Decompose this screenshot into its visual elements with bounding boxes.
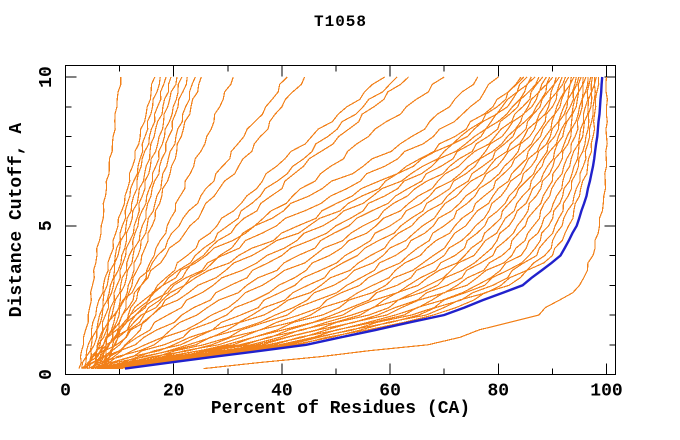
model-curve-orange xyxy=(88,76,172,369)
model-curve-orange xyxy=(118,76,597,370)
x-tick-label: 20 xyxy=(163,382,185,402)
model-curve-orange xyxy=(83,76,499,369)
model-curve-orange xyxy=(86,76,532,370)
model-curve-orange xyxy=(108,76,577,370)
model-curve-orange xyxy=(203,76,609,370)
model-curve-orange xyxy=(103,76,566,370)
model-curve-orange xyxy=(94,76,547,370)
model-curve-orange xyxy=(113,76,587,370)
model-curve-orange xyxy=(111,76,582,370)
x-tick-label: 40 xyxy=(271,382,293,402)
model-curve-orange xyxy=(106,76,572,370)
model-curve-orange xyxy=(83,76,525,370)
x-tick-label: 0 xyxy=(60,382,71,402)
chart-title: T1058 xyxy=(313,13,367,31)
model-curve-blue xyxy=(124,76,604,370)
y-tick-label: 5 xyxy=(37,220,57,231)
model-curve-orange xyxy=(96,76,188,369)
model-curve-orange xyxy=(86,76,167,369)
model-curve-orange xyxy=(90,76,540,370)
model-curve-orange xyxy=(110,76,580,370)
model-curve-orange xyxy=(96,76,398,369)
model-curve-orange xyxy=(81,76,156,369)
model-curve-orange xyxy=(81,76,522,370)
model-curve-orange xyxy=(119,76,600,370)
model-curve-orange xyxy=(93,76,386,369)
model-curve-orange xyxy=(81,76,479,370)
model-curve-orange xyxy=(98,76,557,370)
model-curve-orange xyxy=(96,76,551,370)
model-curve-orange xyxy=(78,76,122,369)
model-curve-orange xyxy=(98,76,409,370)
plot-frame xyxy=(65,65,616,375)
model-curve-orange xyxy=(84,76,528,370)
model-curve-orange xyxy=(92,76,306,369)
model-curve-orange xyxy=(92,76,544,370)
model-curves xyxy=(78,76,609,370)
model-curve-orange xyxy=(86,76,288,369)
x-axis-label: Percent of Residues (CA) xyxy=(210,399,471,419)
y-tick-label: 0 xyxy=(37,369,57,380)
model-curve-orange xyxy=(107,76,575,370)
model-curve-orange xyxy=(97,76,554,370)
model-curve-orange xyxy=(104,76,570,370)
x-tick-label: 100 xyxy=(590,382,622,402)
y-tick-label: 10 xyxy=(37,66,57,88)
x-tick-label: 80 xyxy=(487,382,509,402)
model-curve-orange xyxy=(116,76,593,370)
model-curve-orange xyxy=(83,76,161,369)
model-curve-orange xyxy=(115,76,592,370)
model-curve-orange xyxy=(100,76,560,370)
axis-ticks xyxy=(65,65,616,375)
model-curve-orange xyxy=(102,76,202,369)
model-curve-orange xyxy=(114,76,589,370)
model-curve-orange xyxy=(99,76,196,369)
x-tick-label: 60 xyxy=(379,382,401,402)
model-curve-orange xyxy=(88,76,536,370)
model-curve-orange xyxy=(102,76,563,370)
y-axis-label: Distance Cutoff, A xyxy=(7,122,27,318)
model-curve-orange xyxy=(91,76,178,369)
